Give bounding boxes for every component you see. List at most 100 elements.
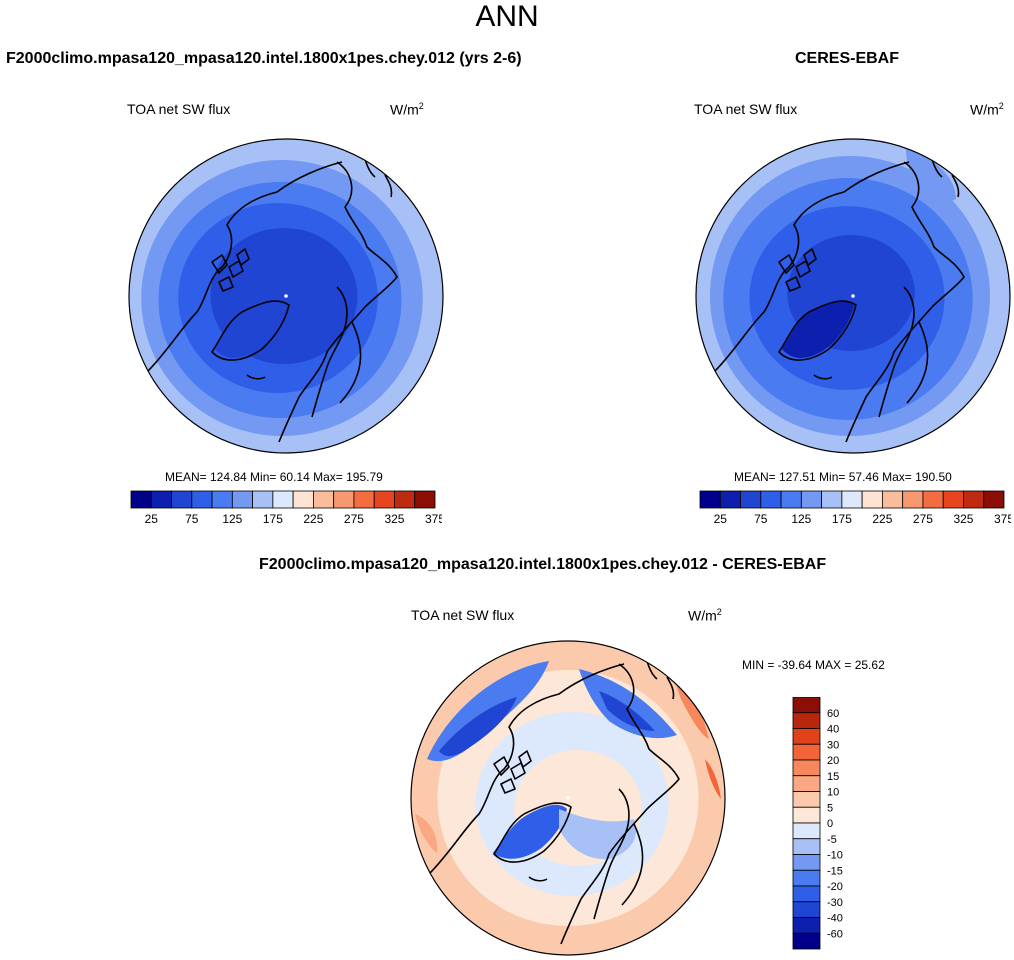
panel-1-map-coastline-6 bbox=[339, 321, 362, 404]
panel-3-map-feature-5 bbox=[559, 809, 637, 860]
panel-3-map-feature-1 bbox=[439, 697, 517, 757]
panel-1-colorbar-swatch-4 bbox=[211, 490, 233, 509]
panel-1-colorbar-tick-7: 375 bbox=[425, 512, 442, 526]
panel-3-colorbar-tick-12: -30 bbox=[827, 897, 843, 909]
panel-3-colorbar-tick-5: 10 bbox=[827, 787, 839, 799]
panel-3-colorbar-tick-6: 5 bbox=[827, 802, 833, 814]
panel-2-map-coastline-4 bbox=[778, 248, 817, 292]
panel-3-colorbar-swatch-5 bbox=[792, 775, 821, 792]
panel-1-colorbar-swatch-7 bbox=[272, 490, 294, 509]
panel-2-colorbar-swatch-3 bbox=[760, 490, 782, 509]
panel-2-map-coastline-0 bbox=[713, 161, 910, 373]
panel-1-map bbox=[128, 138, 444, 454]
panel-1-units: W/m2 bbox=[390, 101, 424, 118]
panel-3-map-feature-3 bbox=[599, 691, 655, 731]
panel-2-map-coastline-1 bbox=[903, 161, 965, 308]
panel-2-colorbar-swatch-4 bbox=[780, 490, 802, 509]
panel-3-map-coastline-1 bbox=[618, 663, 680, 810]
panel-3-colorbar-tick-7: 0 bbox=[827, 818, 833, 830]
panel-2-map-coastline-6 bbox=[906, 321, 929, 404]
panel-1-colorbar-swatch-6 bbox=[252, 490, 274, 509]
panel-3-colorbar-swatch-0 bbox=[792, 697, 821, 714]
panel-1-colorbar-swatch-2 bbox=[171, 490, 193, 509]
panel-1-colorbar-swatch-1 bbox=[150, 490, 172, 509]
panel-1-colorbar-swatch-12 bbox=[373, 490, 395, 509]
panel-3-map-feature-2 bbox=[579, 669, 677, 739]
panel-3-title: F2000climo.mpasa120_mpasa120.intel.1800x… bbox=[259, 556, 827, 573]
panel-3-colorbar-tick-2: 30 bbox=[827, 739, 839, 751]
panel-2-map-coastline-3 bbox=[778, 300, 857, 361]
panel-3-map-coastline-4 bbox=[493, 750, 532, 794]
panel-1-colorbar-swatch-11 bbox=[353, 490, 375, 509]
panel-3-units: W/m2 bbox=[688, 607, 722, 624]
panel-1-map-coastline-1 bbox=[336, 161, 398, 308]
panel-2-map-feature-0 bbox=[782, 301, 854, 358]
panel-3-map-coastlines bbox=[428, 650, 680, 945]
panel-1-colorbar-swatch-14 bbox=[414, 490, 436, 509]
page-title: ANN bbox=[475, 0, 539, 33]
panel-1-colorbar: 25 75 125 175 225 275 325 375 bbox=[130, 490, 442, 526]
panel-2-colorbar-swatch-0 bbox=[699, 490, 721, 509]
panel-2-map-coastline-5 bbox=[878, 286, 915, 418]
panel-1-colorbar-tick-2: 125 bbox=[222, 512, 242, 526]
panel-1-title: F2000climo.mpasa120_mpasa120.intel.1800x… bbox=[6, 50, 522, 67]
panel-3-colorbar-swatch-13 bbox=[792, 901, 821, 918]
panel-3-colorbar-swatch-4 bbox=[792, 759, 821, 777]
panel-2-colorbar-tick-2: 125 bbox=[791, 512, 811, 526]
panel-2-title: CERES-EBAF bbox=[795, 50, 900, 67]
panel-3-colorbar-swatch-1 bbox=[792, 712, 821, 729]
panel-3-colorbar-swatch-6 bbox=[792, 791, 821, 808]
panel-3-colorbar-tick-9: -10 bbox=[827, 850, 843, 862]
panel-2-map-boundary bbox=[695, 138, 1011, 454]
panel-1-map-coastlines bbox=[146, 148, 398, 443]
panel-1-map-coastline-0 bbox=[146, 161, 343, 373]
panel-2-colorbar-swatch-7 bbox=[841, 490, 863, 509]
panel-2-map-field bbox=[696, 139, 1010, 453]
panel-3-colorbar-swatch-7 bbox=[792, 806, 821, 824]
panel-3-stats: MIN = -39.64 MAX = 25.62 bbox=[742, 658, 885, 672]
panel-2-stats: MEAN= 127.51 Min= 57.46 Max= 190.50 bbox=[734, 470, 952, 484]
panel-1-colorbar-tick-3: 175 bbox=[263, 512, 283, 526]
panel-1-map-boundary bbox=[128, 138, 444, 454]
panel-2-colorbar-swatch-5 bbox=[800, 490, 823, 509]
panel-3-colorbar-swatch-11 bbox=[792, 869, 821, 887]
panel-3-colorbar: 60 40 30 20 15 10 5 0 -5 -10 -15 -20 -30 -40 -60 bbox=[792, 697, 843, 950]
panel-3-map-coastline-5 bbox=[593, 788, 630, 920]
panel-3-units-base: W/m bbox=[688, 607, 717, 624]
panel-2-colorbar-swatch-13 bbox=[963, 490, 985, 509]
panel-2-colorbar-tick-3: 175 bbox=[832, 512, 852, 526]
panel-2-colorbar-tick-4: 225 bbox=[872, 512, 892, 526]
panel-3-colorbar-tick-1: 40 bbox=[827, 724, 839, 736]
panel-3-colorbar-tick-3: 20 bbox=[827, 755, 839, 767]
panel-2-colorbar-swatch-12 bbox=[942, 490, 964, 509]
panel-2-colorbar-tick-6: 325 bbox=[953, 512, 973, 526]
panel-2-colorbar-tick-7: 375 bbox=[994, 512, 1011, 526]
panel-2-colorbar-tick-1: 75 bbox=[754, 512, 768, 526]
panel-2-units: W/m2 bbox=[970, 101, 1004, 118]
panel-1-map-coastline-4 bbox=[211, 248, 250, 292]
panel-2-colorbar-swatch-1 bbox=[719, 490, 741, 509]
panel-1-map-field bbox=[129, 139, 443, 453]
panel-3-colorbar-tick-14: -60 bbox=[827, 928, 843, 940]
panel-1-colorbar-swatch-9 bbox=[312, 490, 335, 509]
panel-3-map bbox=[410, 640, 726, 956]
panel-2-map-pole-marker bbox=[851, 294, 855, 298]
panel-3-colorbar-swatch-8 bbox=[792, 822, 821, 840]
panel-3-map-boundary bbox=[410, 640, 726, 956]
panel-1-colorbar-tick-5: 275 bbox=[344, 512, 364, 526]
panel-3-colorbar-swatch-10 bbox=[792, 854, 821, 871]
panel-3-colorbar-swatch-3 bbox=[792, 743, 821, 761]
panel-2-colorbar: 25 75 125 175 225 275 325 375 bbox=[699, 490, 1011, 526]
panel-1-colorbar-tick-0: 25 bbox=[145, 512, 159, 526]
panel-2-colorbar-swatch-10 bbox=[902, 490, 924, 509]
panel-1-map-coastline-3 bbox=[211, 300, 290, 361]
panel-1-colorbar-swatch-5 bbox=[231, 490, 254, 509]
panel-2-units-base: W/m bbox=[970, 101, 999, 118]
panel-2-map bbox=[695, 138, 1011, 454]
panel-1-variable: TOA net SW flux bbox=[127, 101, 231, 117]
panel-3-map-coastline-0 bbox=[428, 663, 625, 875]
panel-2-colorbar-swatch-11 bbox=[922, 490, 944, 509]
panel-1-map-coastline-5 bbox=[311, 286, 348, 418]
panel-3-variable: TOA net SW flux bbox=[411, 607, 515, 623]
panel-3-map-coastline-6 bbox=[621, 823, 644, 906]
